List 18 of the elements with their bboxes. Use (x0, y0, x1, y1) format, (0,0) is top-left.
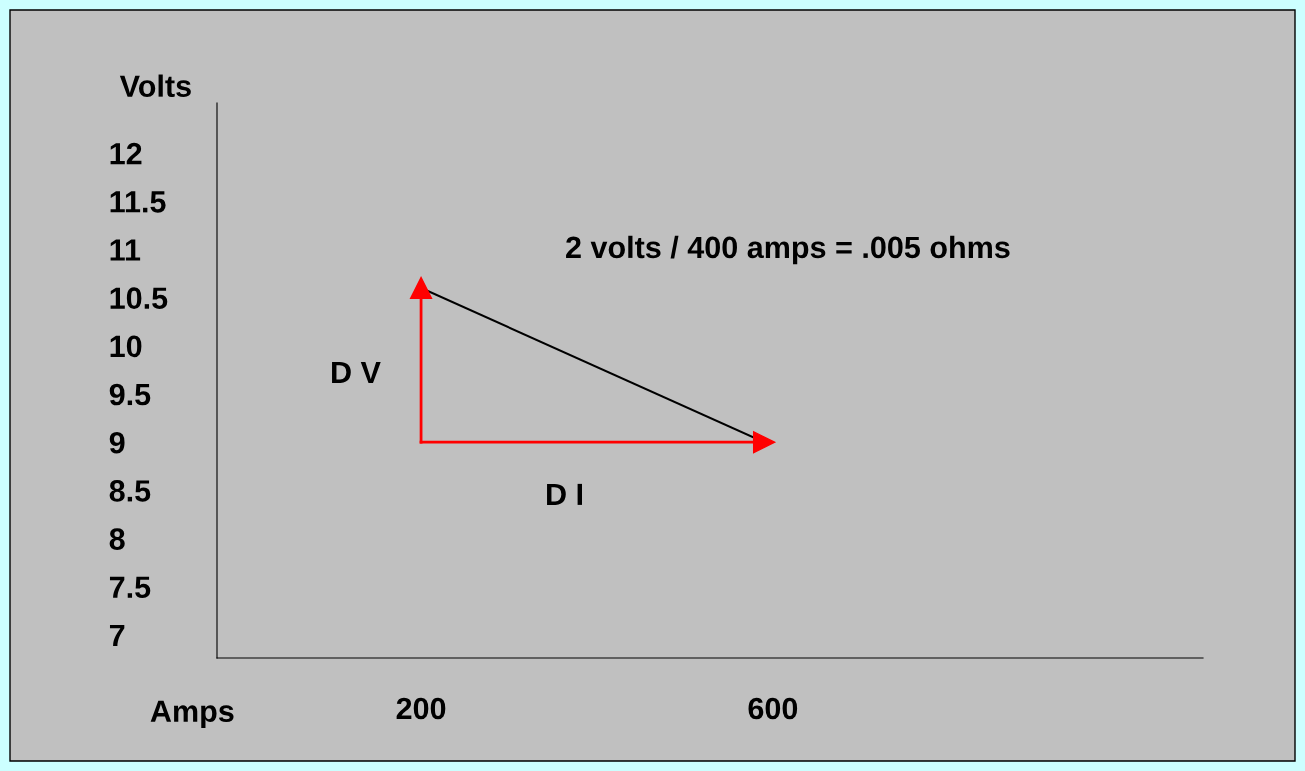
y-tick-label: 10.5 (110, 287, 168, 310)
y-tick-label: 10 (110, 335, 142, 358)
y-tick-label: 11 (110, 239, 141, 261)
y-axis-title: Volts (119, 74, 191, 97)
y-tick-label: 9 (109, 431, 125, 454)
y-tick-label: 11.5 (110, 191, 166, 213)
y-tick-label: 9.5 (109, 383, 151, 406)
y-tick-label: 7 (109, 624, 125, 646)
x-axis-title: Amps (150, 700, 234, 729)
annotation: D V (332, 361, 381, 383)
x-tick-label: 600 (748, 697, 798, 720)
x-tick-label: 200 (396, 697, 446, 720)
y-tick-label: 8.5 (109, 480, 151, 502)
y-tick-label: 12 (110, 142, 142, 165)
annotation: D I (547, 483, 582, 505)
y-tick-label: 8 (109, 528, 125, 550)
y-tick-label: 7.5 (109, 576, 151, 599)
annotation: 2 volts / 400 amps = .005 ohms (566, 235, 1010, 265)
